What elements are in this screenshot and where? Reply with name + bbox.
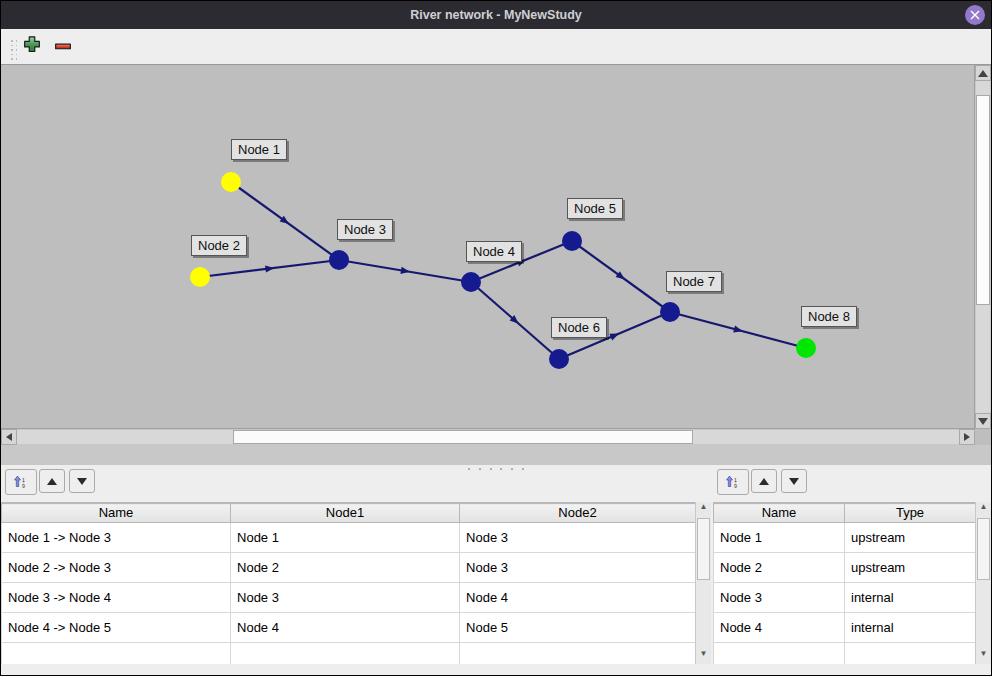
svg-text:9: 9 [734,483,737,489]
svg-text:9: 9 [22,483,25,489]
